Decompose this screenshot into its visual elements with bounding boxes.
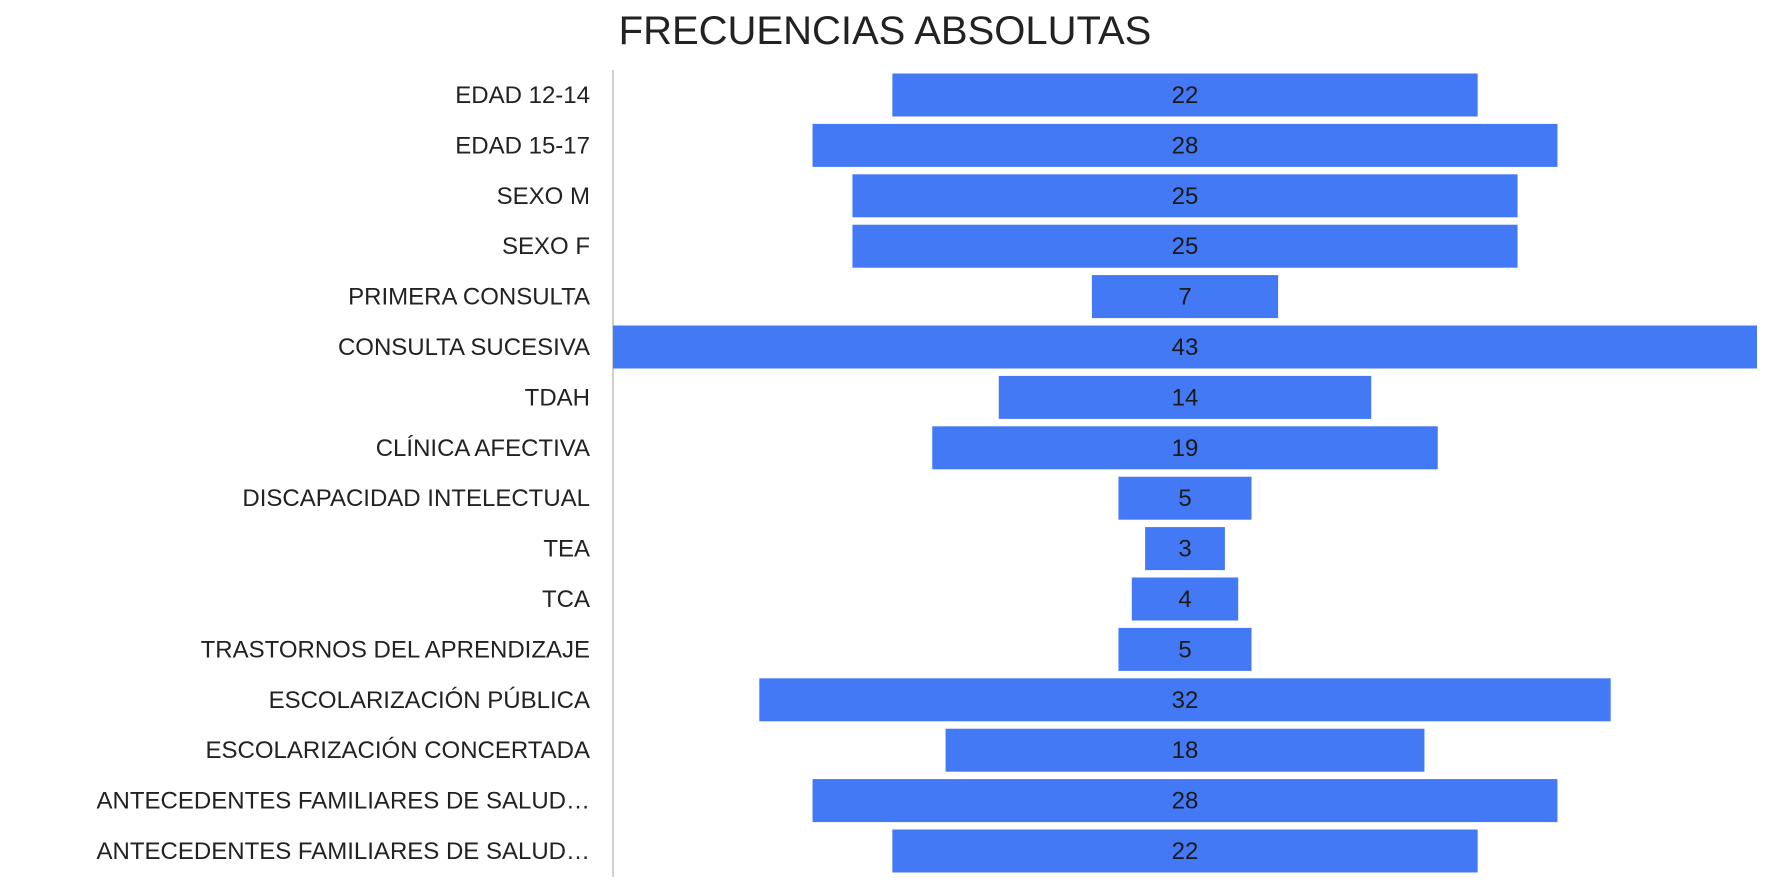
category-label: ANTECEDENTES FAMILIARES DE SALUD…	[97, 788, 590, 815]
bar	[932, 426, 1438, 470]
category-label: ESCOLARIZACIÓN PÚBLICA	[269, 687, 590, 714]
category-label: CLÍNICA AFECTIVA	[376, 435, 590, 462]
bar	[892, 829, 1478, 873]
bar	[852, 174, 1518, 218]
bar	[613, 325, 1757, 369]
data-label: 22	[1172, 838, 1199, 865]
category-label: ESCOLARIZACIÓN CONCERTADA	[205, 737, 590, 764]
data-label: 14	[1172, 384, 1199, 411]
data-label: 19	[1172, 435, 1199, 462]
data-label: 25	[1172, 233, 1199, 260]
data-label: 43	[1172, 334, 1199, 361]
category-label: SEXO M	[497, 183, 590, 210]
bar	[1131, 577, 1239, 621]
category-label: TRASTORNOS DEL APRENDIZAJE	[201, 636, 590, 663]
data-label: 28	[1172, 788, 1199, 815]
chart-title: FRECUENCIAS ABSOLUTAS	[619, 9, 1152, 53]
bar	[852, 224, 1518, 268]
bar	[945, 728, 1425, 772]
data-label: 4	[1178, 586, 1191, 613]
data-label: 5	[1178, 485, 1191, 512]
data-label: 5	[1178, 636, 1191, 663]
bar	[892, 73, 1478, 117]
bar	[812, 779, 1558, 823]
category-label: PRIMERA CONSULTA	[348, 284, 590, 311]
data-label: 25	[1172, 183, 1199, 210]
bar	[1091, 275, 1279, 319]
bars	[613, 73, 1757, 873]
bar	[998, 375, 1372, 419]
category-label: TCA	[542, 586, 590, 613]
data-labels: 22 28 25 25 7 43 14 19 5 3 4 5 32 18 28 22	[1172, 82, 1199, 865]
category-labels: EDAD 12-14 EDAD 15-17 SEXO M SEXO F PRIMERA …	[97, 82, 590, 865]
category-label: ANTECEDENTES FAMILIARES DE SALUD…	[97, 838, 590, 865]
category-label: TEA	[543, 536, 590, 563]
category-label: TDAH	[525, 384, 590, 411]
category-label: CONSULTA SUCESIVA	[338, 334, 590, 361]
data-label: 32	[1172, 687, 1199, 714]
bar	[1118, 476, 1252, 520]
data-label: 18	[1172, 737, 1199, 764]
bar	[812, 123, 1558, 167]
category-label: EDAD 15-17	[455, 132, 590, 159]
data-label: 7	[1178, 284, 1191, 311]
bar	[1118, 627, 1252, 671]
category-label: EDAD 12-14	[455, 82, 590, 109]
bar	[1145, 527, 1225, 571]
bar	[759, 678, 1611, 722]
category-label: DISCAPACIDAD INTELECTUAL	[242, 485, 590, 512]
data-label: 22	[1172, 82, 1199, 109]
data-label: 28	[1172, 132, 1199, 159]
category-label: SEXO F	[502, 233, 590, 260]
data-label: 3	[1178, 536, 1191, 563]
